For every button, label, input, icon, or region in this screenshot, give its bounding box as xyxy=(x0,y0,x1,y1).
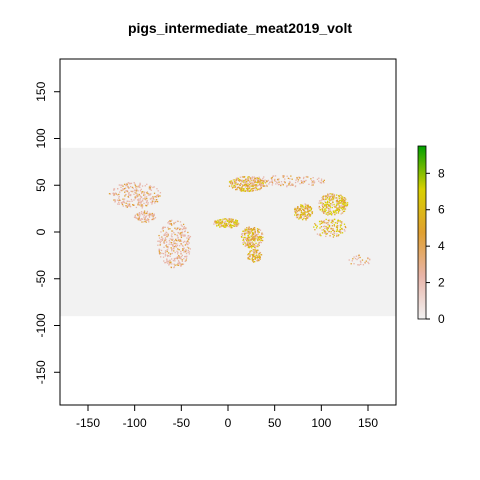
y-axis: -150 -100 -50 0 50 100 150 xyxy=(34,81,61,384)
plot-area xyxy=(60,147,396,317)
region-china xyxy=(318,193,349,216)
x-tick-label: -150 xyxy=(76,416,100,430)
x-tick-label: 100 xyxy=(311,416,331,430)
region-southeast-asia xyxy=(313,218,347,238)
region-central-america xyxy=(133,210,157,223)
x-tick-label: 150 xyxy=(358,416,378,430)
region-europe xyxy=(228,176,267,193)
x-tick-label: 50 xyxy=(268,416,282,430)
region-india xyxy=(293,203,314,221)
legend-tick-label: 4 xyxy=(438,239,445,253)
region-australia xyxy=(348,254,371,266)
y-tick-label: -150 xyxy=(34,360,48,384)
x-axis: -150 -100 -50 0 50 100 150 xyxy=(76,404,378,430)
y-tick-label: 50 xyxy=(34,178,48,192)
legend-colorbar xyxy=(417,145,427,320)
x-tick-label: 0 xyxy=(225,416,232,430)
legend-tick-label: 8 xyxy=(438,166,445,180)
raster-background xyxy=(60,147,396,317)
y-tick-label: -100 xyxy=(34,313,48,337)
region-southern-africa xyxy=(247,248,263,263)
legend-tick-label: 2 xyxy=(438,276,445,290)
x-tick-label: -100 xyxy=(123,416,147,430)
region-south-america xyxy=(157,219,192,269)
color-legend: 0 2 4 6 8 xyxy=(417,145,445,326)
plot-title: pigs_intermediate_meat2019_volt xyxy=(127,20,353,36)
region-north-america xyxy=(108,181,162,209)
y-tick-label: 100 xyxy=(34,128,48,148)
x-tick-label: -50 xyxy=(173,416,191,430)
region-central-africa xyxy=(240,226,264,249)
y-tick-label: 150 xyxy=(34,81,48,101)
y-tick-label: 0 xyxy=(34,228,48,235)
legend-tick-label: 0 xyxy=(438,312,445,326)
region-west-africa xyxy=(213,218,240,229)
region-russia xyxy=(243,175,325,188)
y-tick-label: -50 xyxy=(34,270,48,288)
legend-tick-label: 6 xyxy=(438,203,445,217)
